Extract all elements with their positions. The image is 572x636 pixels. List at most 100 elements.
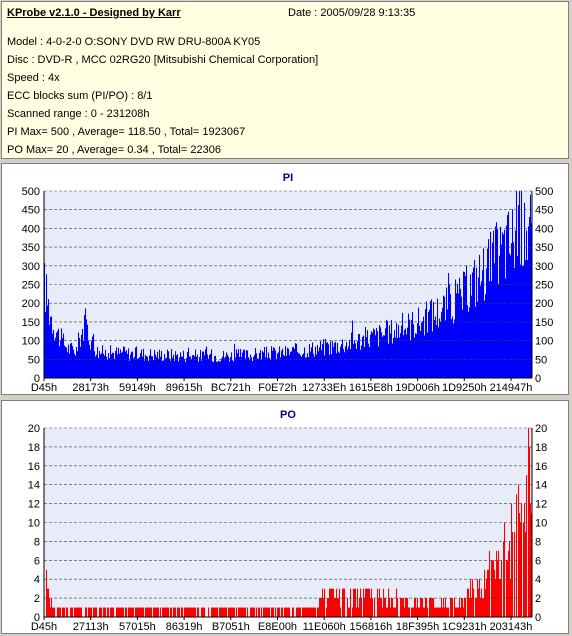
y-tick-label-right: 400 [535,223,553,235]
data-bar [417,598,419,617]
data-bar [95,356,97,378]
data-bar [126,350,128,378]
data-bar [156,357,158,378]
data-bar [483,598,485,617]
data-bar [446,287,448,378]
data-bar [297,607,299,617]
data-bar [503,234,505,378]
data-bar [302,607,304,617]
data-bar [296,607,298,617]
data-bar [88,607,90,617]
data-bar [488,239,490,378]
data-bar [79,607,81,617]
data-bar [310,607,312,617]
data-bar [75,355,77,378]
data-bar [346,341,348,378]
data-bar [215,607,217,617]
data-bar [413,607,415,617]
data-bar [352,607,354,617]
data-bar [491,281,493,378]
data-bar [255,348,257,378]
data-bar [180,352,182,378]
data-bar [308,607,310,617]
data-bar [52,333,54,378]
data-bar [118,607,120,617]
data-bar [229,607,231,617]
data-bar [340,346,342,378]
data-bar [272,607,274,617]
data-bar [202,351,204,378]
data-bar [492,560,494,617]
data-bar [254,354,256,378]
data-bar [363,335,365,378]
data-bar [475,306,477,378]
data-bar [305,607,307,617]
data-bar [435,316,437,378]
data-bar [185,607,187,617]
data-bar [482,270,484,378]
data-bar [219,607,221,617]
data-bar [79,337,81,378]
data-bar [448,607,450,617]
data-bar [525,260,527,378]
data-bar [231,607,233,617]
data-bar [176,355,178,378]
data-bar [211,349,213,378]
data-bar [339,353,341,378]
data-bar [155,354,157,378]
data-bar [228,356,230,378]
data-bar [395,607,397,617]
data-bar [368,343,370,378]
data-bar [303,353,305,378]
y-tick-label: 500 [22,186,40,198]
data-bar [175,351,177,378]
data-bar [76,607,78,617]
data-bar [236,607,238,617]
data-bar [330,588,332,617]
data-bar [338,351,340,378]
data-bar [194,356,196,378]
data-bar [203,607,205,617]
data-bar [198,607,200,617]
data-bar [145,354,147,378]
data-bar [381,332,383,378]
data-bar [213,362,215,378]
data-bar [333,588,335,617]
data-bar [284,607,286,617]
data-bar [451,598,453,617]
data-bar [44,262,46,378]
data-bar [78,607,80,617]
data-bar [354,588,356,617]
y-tick-label: 150 [22,317,40,329]
data-bar [277,607,279,617]
data-bar [69,353,71,378]
data-bar [149,607,151,617]
data-bar [407,598,409,617]
data-bar [289,607,291,617]
data-bar [499,255,501,378]
data-bar [501,560,503,617]
data-bar [468,588,470,617]
data-bar [520,522,522,617]
data-bar [169,358,171,378]
data-bar [408,607,410,617]
data-bar [177,607,179,617]
data-bar [189,356,191,378]
data-bar [416,333,418,378]
data-bar [199,357,201,378]
data-bar [78,332,80,378]
data-bar [372,598,374,617]
x-tick-label: 12733Eh [302,382,346,394]
data-bar [163,607,165,617]
data-bar [121,607,123,617]
data-bar [197,607,199,617]
data-bar [207,354,209,378]
data-bar [62,607,64,617]
data-bar [119,607,121,617]
y-tick-label-right: 10 [535,518,547,530]
data-bar [449,284,451,378]
data-bar [281,350,283,378]
data-bar [491,560,493,617]
data-bar [239,356,241,378]
data-bar [271,607,273,617]
